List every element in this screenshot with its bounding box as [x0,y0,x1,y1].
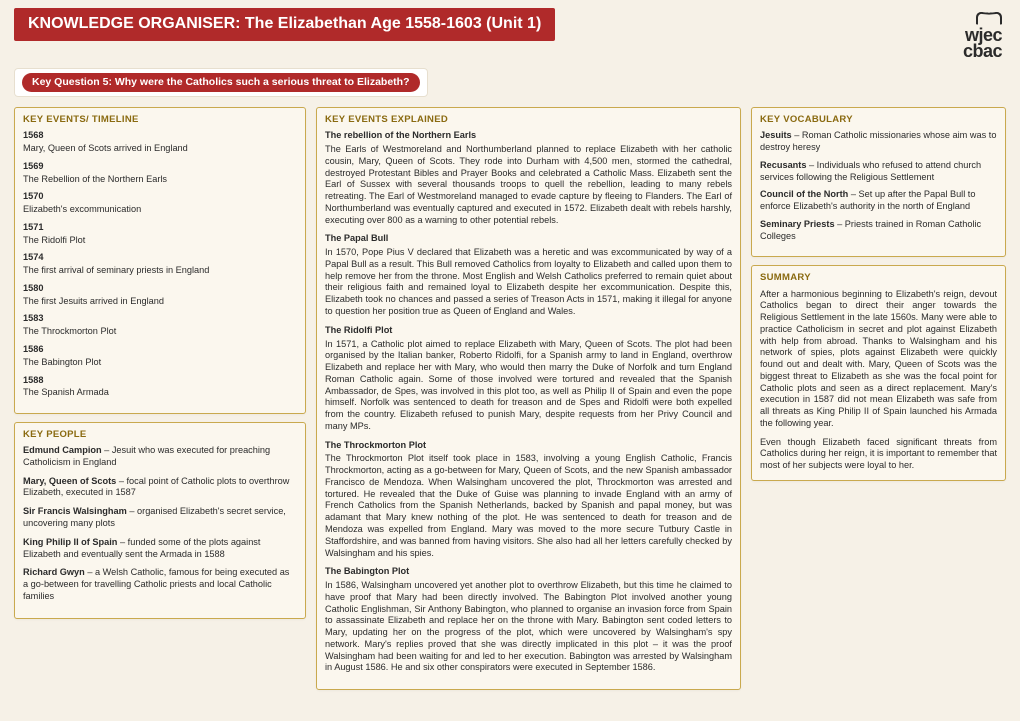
explained-text: In 1571, a Catholic plot aimed to replac… [325,339,732,433]
timeline-text: The Rebellion of the Northern Earls [23,174,297,186]
vocab-term: Recusants [760,160,806,170]
explained-text: In 1586, Walsingham uncovered yet anothe… [325,580,732,674]
timeline-item: 1570Elizabeth's excommunication [23,191,297,216]
right-column: KEY VOCABULARY Jesuits – Roman Catholic … [751,107,1006,690]
people-name: Richard Gwyn [23,567,85,577]
timeline-title: KEY EVENTS/ TIMELINE [23,114,297,126]
people-item: Sir Francis Walsingham – organised Eliza… [23,506,297,530]
people-title: KEY PEOPLE [23,429,297,441]
explained-heading: The rebellion of the Northern Earls [325,130,732,142]
timeline-text: The Babington Plot [23,357,297,369]
timeline-item: 1583The Throckmorton Plot [23,313,297,338]
timeline-item: 1568Mary, Queen of Scots arrived in Engl… [23,130,297,155]
people-name: Sir Francis Walsingham [23,506,127,516]
timeline-year: 1574 [23,252,297,264]
explained-item: The Papal Bull In 1570, Pope Pius V decla… [325,233,732,317]
header-row: KNOWLEDGE ORGANISER: The Elizabethan Age… [14,8,1006,60]
book-icon [976,12,1002,26]
columns: KEY EVENTS/ TIMELINE 1568Mary, Queen of … [14,107,1006,690]
timeline-item: 1571The Ridolfi Plot [23,222,297,247]
timeline-year: 1570 [23,191,297,203]
timeline-text: The Throckmorton Plot [23,326,297,338]
vocab-title: KEY VOCABULARY [760,114,997,126]
explained-text: The Earls of Westmoreland and Northumber… [325,144,732,226]
vocab-panel: KEY VOCABULARY Jesuits – Roman Catholic … [751,107,1006,257]
vocab-item: Council of the North – Set up after the … [760,189,997,213]
key-question-container: Key Question 5: Why were the Catholics s… [14,68,428,97]
timeline-text: Elizabeth's excommunication [23,204,297,216]
people-panel: KEY PEOPLE Edmund Campion – Jesuit who w… [14,422,306,619]
people-item: Edmund Campion – Jesuit who was executed… [23,445,297,469]
timeline-year: 1568 [23,130,297,142]
explained-text: The Throckmorton Plot itself took place … [325,453,732,559]
summary-panel: SUMMARY After a harmonious beginning to … [751,265,1006,481]
middle-column: KEY EVENTS EXPLAINED The rebellion of th… [316,107,741,690]
explained-heading: The Ridolfi Plot [325,325,732,337]
explained-heading: The Papal Bull [325,233,732,245]
explained-text: In 1570, Pope Pius V declared that Eliza… [325,247,732,318]
vocab-item: Jesuits – Roman Catholic missionaries wh… [760,130,997,154]
timeline-text: The first arrival of seminary priests in… [23,265,297,277]
timeline-item: 1569The Rebellion of the Northern Earls [23,161,297,186]
timeline-text: The Spanish Armada [23,387,297,399]
timeline-panel: KEY EVENTS/ TIMELINE 1568Mary, Queen of … [14,107,306,414]
explained-heading: The Babington Plot [325,566,732,578]
timeline-text: Mary, Queen of Scots arrived in England [23,143,297,155]
timeline-year: 1583 [23,313,297,325]
timeline-item: 1574The first arrival of seminary priest… [23,252,297,277]
timeline-item: 1588The Spanish Armada [23,375,297,400]
key-question-pill: Key Question 5: Why were the Catholics s… [22,73,420,92]
timeline-year: 1569 [23,161,297,173]
explained-item: The Throckmorton PlotThe Throckmorton Pl… [325,440,732,560]
page-title-bar: KNOWLEDGE ORGANISER: The Elizabethan Age… [14,8,555,41]
summary-title: SUMMARY [760,272,997,284]
explained-item: The Babington Plot In 1586, Walsingham un… [325,566,732,674]
timeline-year: 1586 [23,344,297,356]
vocab-def: – Roman Catholic missionaries whose aim … [760,130,996,152]
left-column: KEY EVENTS/ TIMELINE 1568Mary, Queen of … [14,107,306,690]
people-item: Mary, Queen of Scots – focal point of Ca… [23,476,297,500]
vocab-term: Jesuits [760,130,792,140]
timeline-text: The Ridolfi Plot [23,235,297,247]
summary-text: Even though Elizabeth faced significant … [760,437,997,472]
people-name: Edmund Campion [23,445,102,455]
logo-line-2: cbac [963,44,1002,60]
wjec-logo: wjec cbac [963,8,1006,60]
page-root: KNOWLEDGE ORGANISER: The Elizabethan Age… [0,0,1020,721]
timeline-item: 1580The first Jesuits arrived in England [23,283,297,308]
vocab-term: Seminary Priests [760,219,835,229]
explained-item: The Ridolfi Plot In 1571, a Catholic plot… [325,325,732,433]
explained-title: KEY EVENTS EXPLAINED [325,114,732,126]
summary-text: After a harmonious beginning to Elizabet… [760,289,997,430]
timeline-year: 1588 [23,375,297,387]
people-name: Mary, Queen of Scots [23,476,116,486]
vocab-item: Seminary Priests – Priests trained in Ro… [760,219,997,243]
people-name: King Philip II of Spain [23,537,117,547]
timeline-text: The first Jesuits arrived in England [23,296,297,308]
timeline-year: 1571 [23,222,297,234]
people-item: Richard Gwyn – a Welsh Catholic, famous … [23,567,297,602]
explained-panel: KEY EVENTS EXPLAINED The rebellion of th… [316,107,741,690]
explained-heading: The Throckmorton Plot [325,440,732,452]
timeline-item: 1586The Babington Plot [23,344,297,369]
explained-item: The rebellion of the Northern Earls The E… [325,130,732,226]
vocab-item: Recusants – Individuals who refused to a… [760,160,997,184]
vocab-term: Council of the North [760,189,848,199]
timeline-year: 1580 [23,283,297,295]
people-item: King Philip II of Spain – funded some of… [23,537,297,561]
